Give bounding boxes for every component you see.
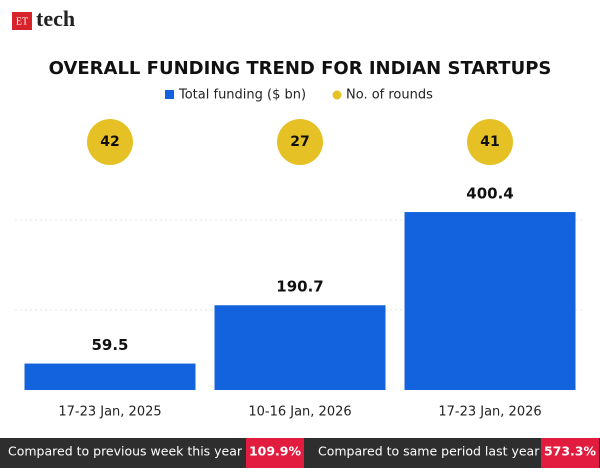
rounds-label: 42 xyxy=(100,134,119,150)
legend-swatch xyxy=(332,90,342,100)
footer-value: 573.3% xyxy=(544,444,597,459)
bar xyxy=(214,305,386,390)
brand-name: tech xyxy=(36,6,75,31)
rounds-label: 41 xyxy=(480,134,499,150)
data-label: 190.7 xyxy=(276,278,323,296)
x-tick-label: 17-23 Jan, 2025 xyxy=(58,405,161,420)
brand-mark: ET xyxy=(16,16,28,27)
legend-label: No. of rounds xyxy=(346,88,433,103)
data-label: 400.4 xyxy=(466,185,513,203)
footer-value-box xyxy=(541,438,599,468)
chart-title: OVERALL FUNDING TREND FOR INDIAN STARTUP… xyxy=(49,58,552,79)
legend-swatch xyxy=(165,90,174,99)
rounds-bubble xyxy=(467,119,513,165)
footer-label: Compared to same period last year xyxy=(318,444,540,459)
brand-mark-box xyxy=(12,12,32,30)
footer-label: Compared to previous week this year xyxy=(8,444,243,459)
rounds-label: 27 xyxy=(290,134,309,150)
legend-label: Total funding ($ bn) xyxy=(178,88,306,103)
rounds-bubble xyxy=(87,119,133,165)
bar xyxy=(404,212,576,390)
rounds-bubble xyxy=(277,119,323,165)
x-tick-label: 10-16 Jan, 2026 xyxy=(248,405,351,420)
data-label: 59.5 xyxy=(91,336,128,354)
x-tick-label: 17-23 Jan, 2026 xyxy=(438,405,541,420)
footer-value-box xyxy=(246,438,304,468)
footer-value: 109.9% xyxy=(249,444,302,459)
bar xyxy=(24,363,196,390)
